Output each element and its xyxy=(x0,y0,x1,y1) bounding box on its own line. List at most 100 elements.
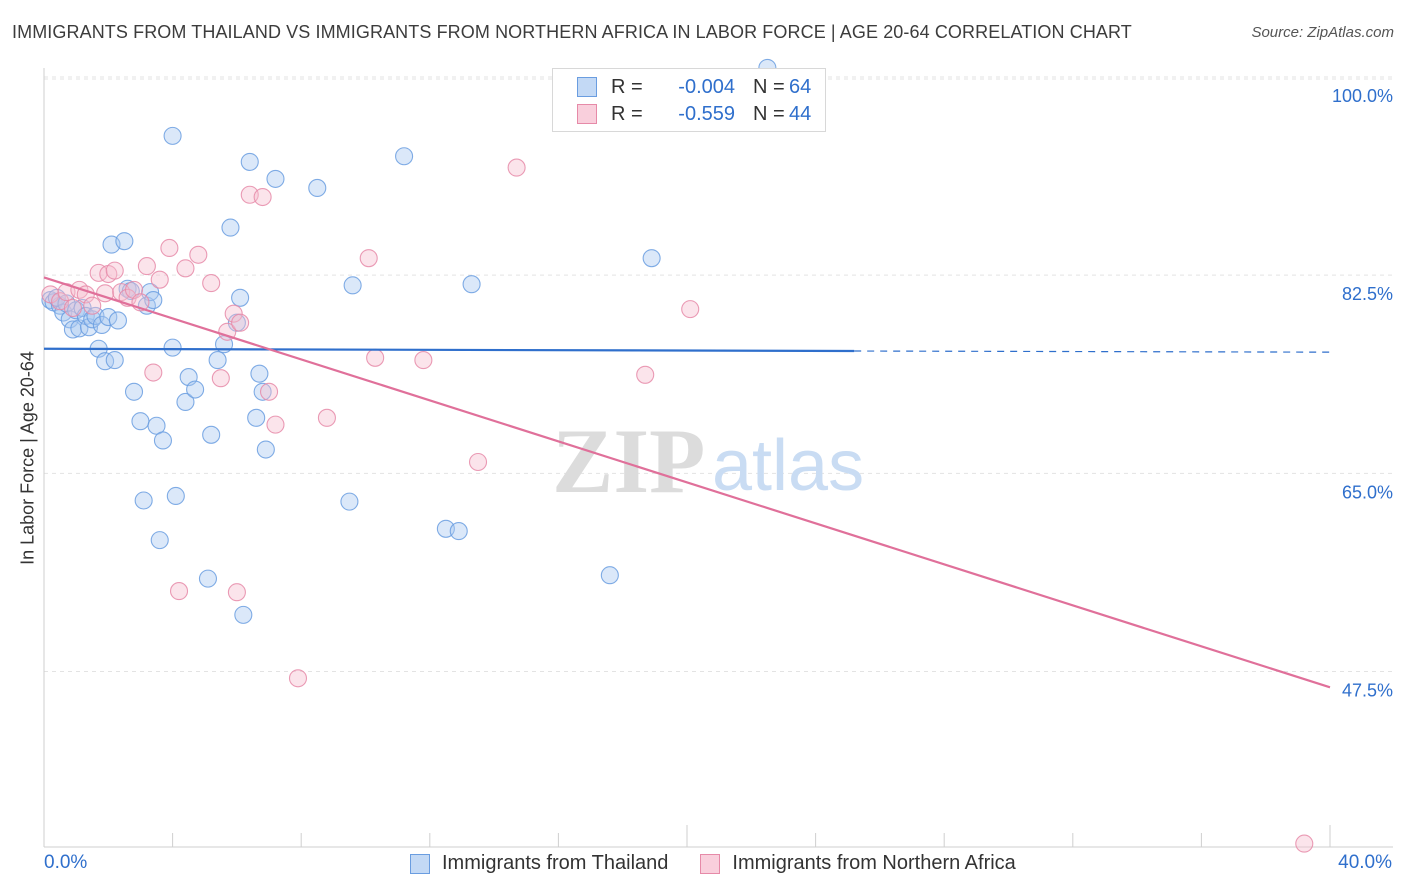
point-northern-africa xyxy=(41,285,60,304)
point-thailand xyxy=(231,288,250,307)
point-northern-africa xyxy=(414,351,433,370)
series-legend: Immigrants from Thailand Immigrants from… xyxy=(410,852,1048,875)
point-thailand xyxy=(343,276,362,295)
point-thailand xyxy=(250,364,269,383)
point-thailand xyxy=(153,431,173,450)
trend-lines xyxy=(43,276,1331,689)
point-northern-africa xyxy=(176,259,195,278)
point-thailand xyxy=(150,531,169,550)
point-thailand xyxy=(166,486,185,506)
chart-title: IMMIGRANTS FROM THAILAND VS IMMIGRANTS F… xyxy=(12,22,1132,42)
r-value-northern-africa: -0.559 xyxy=(678,102,735,125)
legend-swatch-thailand xyxy=(410,853,430,874)
point-thailand xyxy=(96,352,115,371)
point-thailand xyxy=(124,382,144,401)
legend-item-northern-africa: Immigrants from Northern Africa xyxy=(700,852,1016,875)
point-northern-africa xyxy=(231,313,250,332)
point-northern-africa xyxy=(224,304,243,323)
point-thailand xyxy=(221,218,240,237)
point-northern-africa xyxy=(63,298,82,318)
point-thailand xyxy=(256,440,275,459)
watermark-zip: ZIP xyxy=(552,410,705,512)
legend-item-thailand: Immigrants from Thailand xyxy=(410,852,668,875)
point-northern-africa xyxy=(218,322,237,341)
n-label: N = xyxy=(753,102,785,125)
r-label: R = xyxy=(611,102,643,125)
point-northern-africa xyxy=(137,257,156,276)
r-value-thailand: -0.004 xyxy=(678,75,735,98)
point-northern-africa xyxy=(150,270,169,289)
n-label: N = xyxy=(753,75,785,98)
point-northern-africa xyxy=(227,583,246,602)
point-northern-africa xyxy=(202,274,221,293)
point-northern-africa xyxy=(160,238,179,258)
point-thailand xyxy=(63,320,82,339)
point-thailand xyxy=(340,492,359,511)
point-thailand xyxy=(462,275,481,294)
point-northern-africa xyxy=(1295,834,1314,853)
correlation-legend: R = -0.004 N = 64 R = -0.559 N = 44 xyxy=(552,68,826,132)
point-northern-africa xyxy=(681,300,700,319)
y-tick-labels: 100.0% 82.5% 65.0% 47.5% xyxy=(1332,86,1393,700)
point-northern-africa xyxy=(144,363,163,382)
x-tick-min: 0.0% xyxy=(44,852,88,873)
trend-line-northern-africa xyxy=(43,276,1331,689)
legend-swatch-northern-africa xyxy=(700,853,721,874)
point-northern-africa xyxy=(266,415,285,434)
watermark-atlas: atlas xyxy=(712,426,864,506)
r-label: R = xyxy=(611,75,643,98)
data-points xyxy=(41,58,1314,853)
point-thailand xyxy=(202,425,221,444)
point-thailand xyxy=(86,306,105,325)
point-thailand xyxy=(83,310,102,329)
point-northern-africa xyxy=(105,261,124,280)
point-thailand xyxy=(240,152,259,171)
n-value-northern-africa: 44 xyxy=(789,102,812,125)
n-value-thailand: 64 xyxy=(789,75,812,98)
point-thailand xyxy=(234,605,253,624)
point-northern-africa xyxy=(288,669,308,688)
point-northern-africa xyxy=(259,382,279,401)
point-northern-africa xyxy=(507,158,526,177)
point-northern-africa xyxy=(359,249,378,268)
point-thailand xyxy=(208,351,227,370)
point-northern-africa xyxy=(317,408,336,427)
legend-row-thailand: R = -0.004 N = 64 xyxy=(577,74,811,100)
trend-line-thailand xyxy=(43,347,855,353)
point-northern-africa xyxy=(211,369,230,388)
point-thailand xyxy=(600,566,619,585)
point-thailand xyxy=(247,408,266,427)
y-tick-label: 100.0% xyxy=(1332,86,1393,106)
point-northern-africa xyxy=(366,348,385,367)
point-northern-africa xyxy=(253,187,272,207)
point-northern-africa xyxy=(636,365,655,384)
point-northern-africa xyxy=(83,296,102,315)
point-northern-africa xyxy=(89,263,108,282)
point-thailand xyxy=(115,232,134,251)
point-thailand xyxy=(176,392,195,412)
y-tick-label: 47.5% xyxy=(1342,680,1393,700)
point-northern-africa xyxy=(468,452,488,472)
point-thailand xyxy=(308,178,327,198)
point-thailand xyxy=(105,351,124,370)
point-thailand xyxy=(198,569,218,588)
point-thailand xyxy=(134,491,153,510)
point-thailand xyxy=(395,147,414,166)
y-tick-label: 65.0% xyxy=(1342,482,1393,502)
point-northern-africa xyxy=(189,245,208,264)
legend-swatch-thailand xyxy=(577,77,597,97)
point-thailand xyxy=(253,382,272,401)
point-thailand xyxy=(449,522,468,541)
point-thailand xyxy=(186,380,205,399)
point-thailand xyxy=(163,126,182,145)
point-thailand xyxy=(642,249,661,268)
source-label: Source: ZipAtlas.com xyxy=(1251,24,1394,41)
point-thailand xyxy=(99,307,118,327)
legend-swatch-northern-africa xyxy=(577,104,597,124)
y-tick-label: 82.5% xyxy=(1342,284,1393,304)
legend-row-northern-africa: R = -0.559 N = 44 xyxy=(577,101,811,127)
point-thailand xyxy=(131,412,150,431)
y-axis-label: In Labor Force | Age 20-64 xyxy=(17,351,38,565)
legend-label-northern-africa: Immigrants from Northern Africa xyxy=(732,852,1016,874)
